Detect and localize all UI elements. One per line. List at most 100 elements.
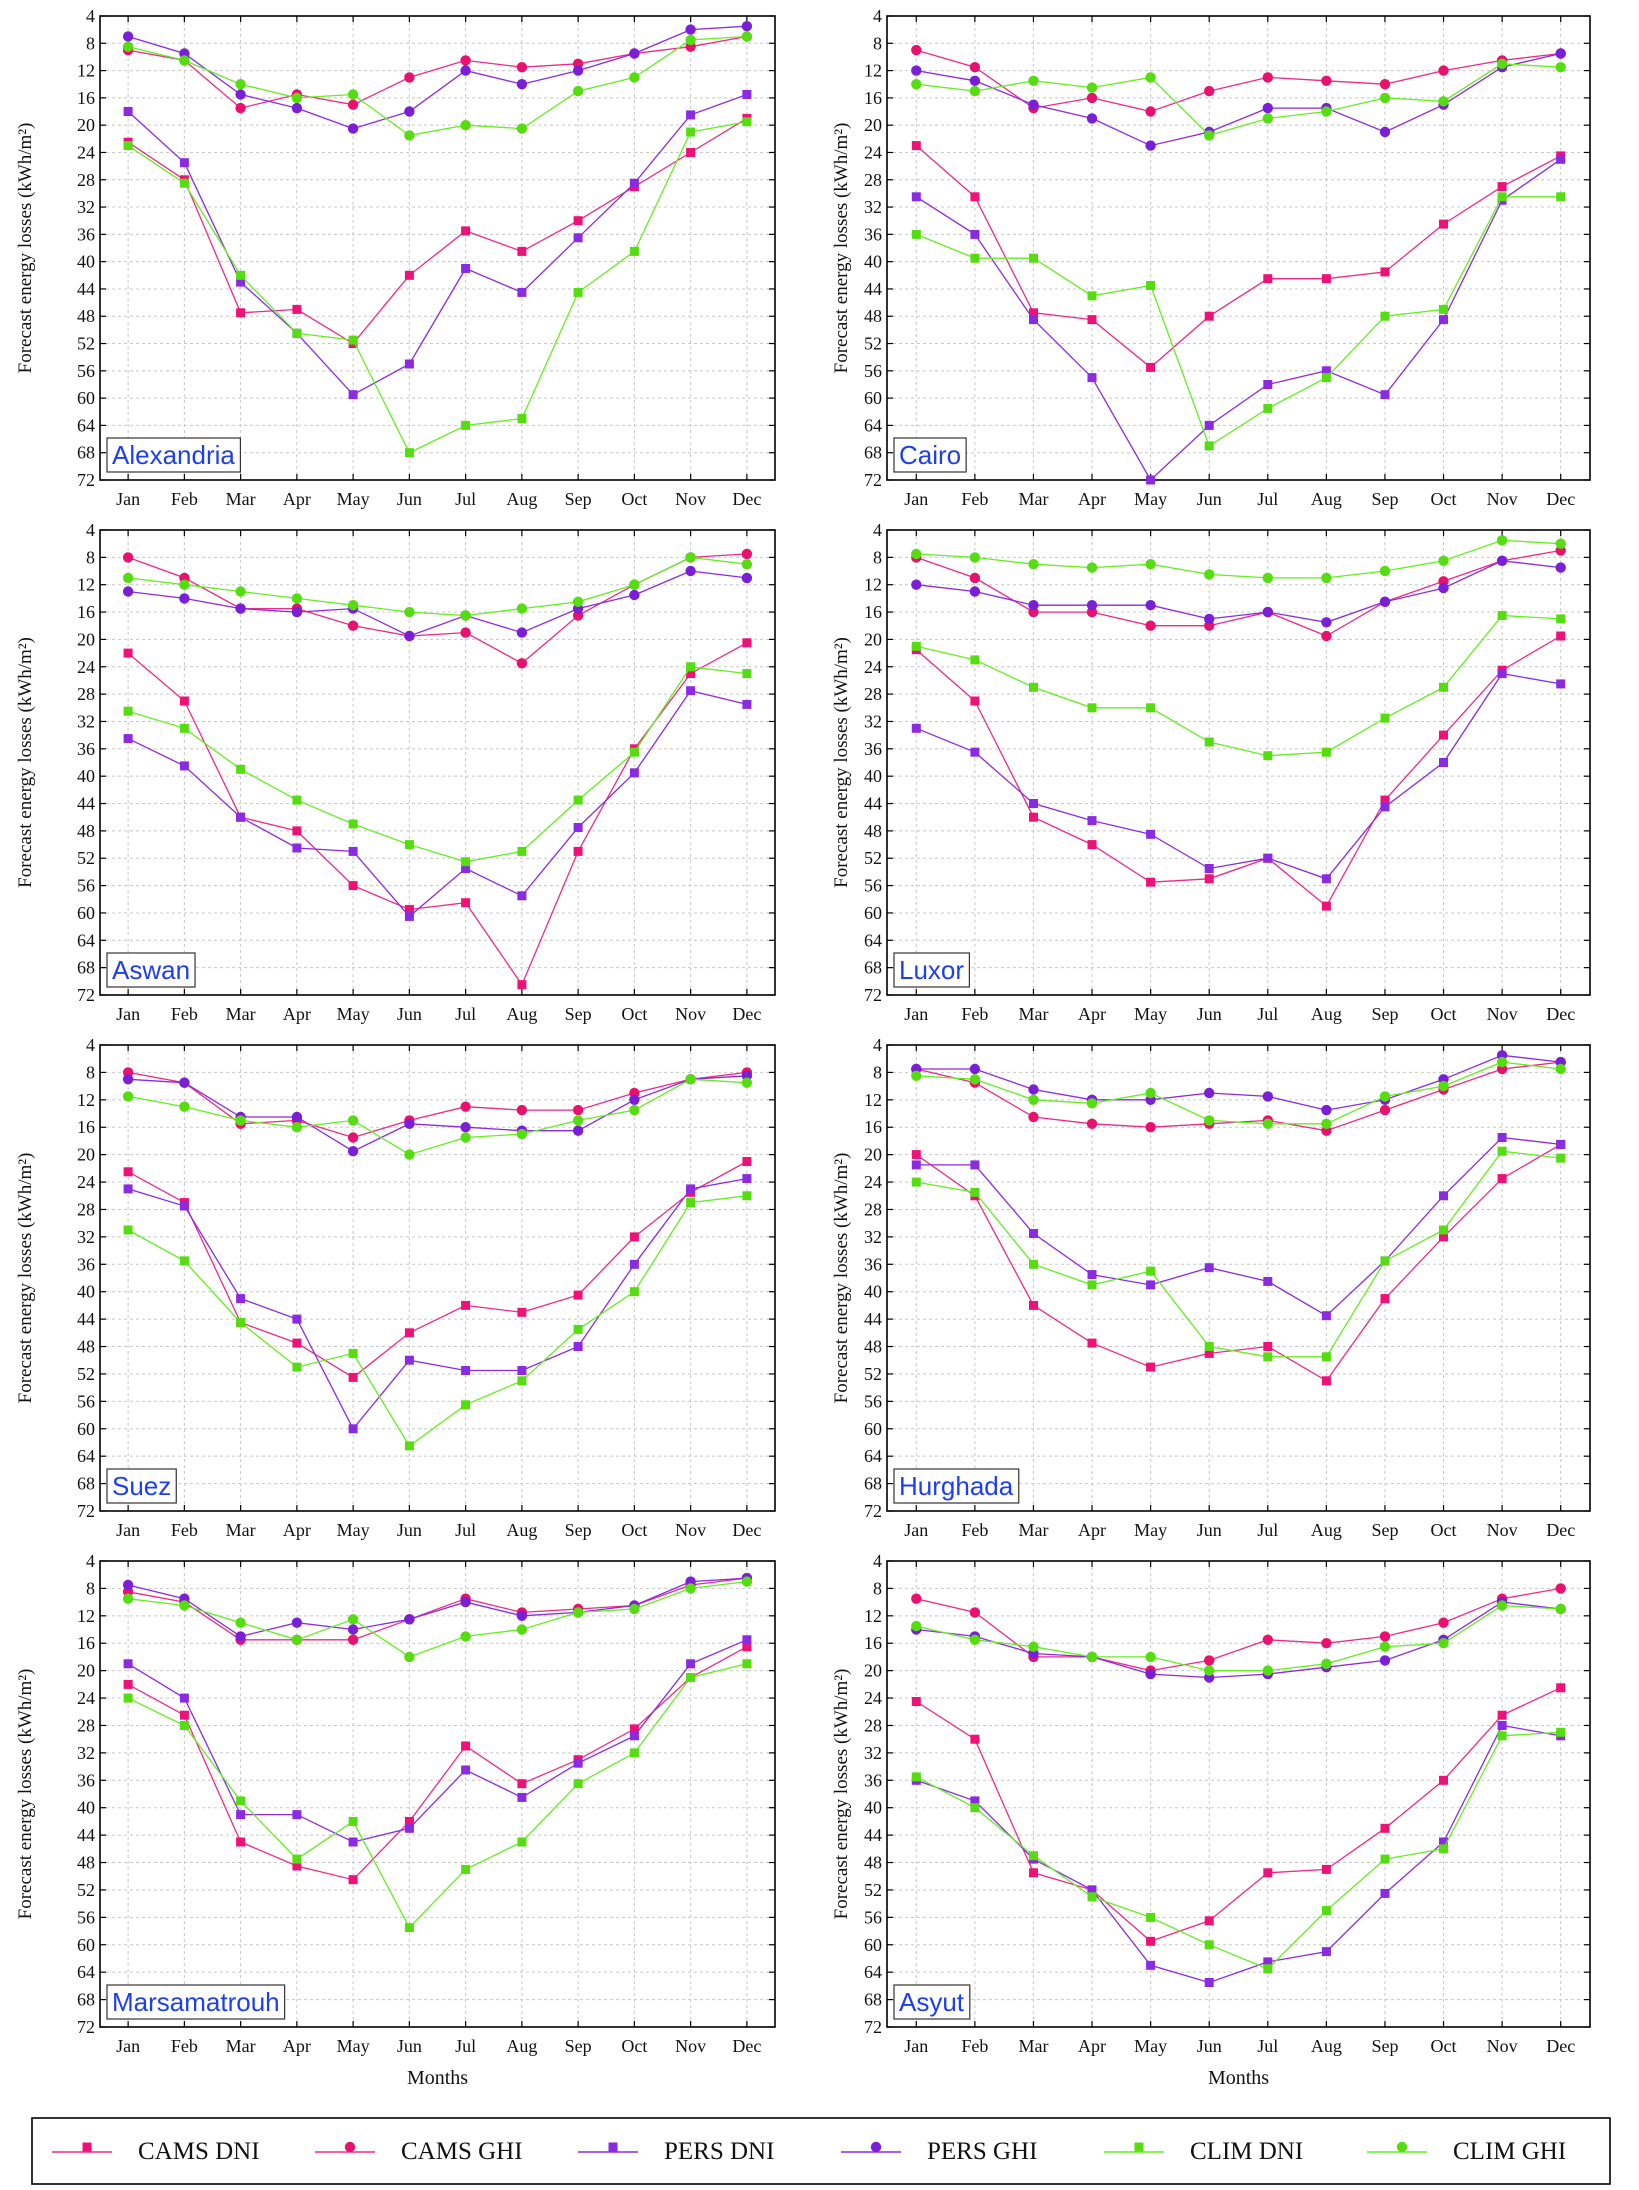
x-tick-label: Nov [1487,489,1518,509]
y-tick-label: 16 [77,88,95,108]
series-clim-ghi [122,1074,753,1160]
data-point-cams-ghi [404,72,415,83]
y-axis-label: Forecast energy losses (kWh/m²) [831,123,852,374]
data-point-pers-dni [1439,1837,1448,1847]
data-point-pers-dni [517,287,527,297]
series-line-pers-dni [127,93,748,396]
data-point-clim-ghi [347,1115,359,1126]
data-point-clim-ghi [1496,58,1508,69]
data-point-clim-ghi [572,596,584,607]
y-tick-label: 72 [77,1501,95,1521]
series-clim-ghi [911,1600,1566,1676]
data-point-clim-dni [1497,1731,1507,1741]
y-tick-label: 32 [77,197,95,217]
y-tick-label: 28 [77,170,95,190]
data-point-cams-dni [348,1372,358,1382]
city-label: Luxor [899,955,964,985]
data-point-clim-dni [123,706,133,716]
data-point-clim-ghi [911,1620,922,1632]
data-point-pers-dni [1556,1139,1566,1149]
y-tick-label: 44 [77,1825,95,1845]
plot-frame [886,529,1591,996]
x-tick-label: Sep [1371,1004,1398,1024]
data-point-pers-dni [404,911,414,921]
y-tick-label: 20 [864,1661,882,1681]
data-point-pers-dni [573,233,583,243]
data-point-cams-dni [348,881,358,891]
data-point-clim-dni [686,1673,696,1682]
data-point-clim-ghi [1321,572,1332,584]
plot-frame [886,1044,1591,1512]
city-label-box [106,952,196,988]
y-tick-label: 56 [77,361,95,381]
data-point-clim-dni [1439,304,1448,314]
x-tick-label: Jul [1257,1004,1278,1024]
x-tick-label: Jun [397,2036,422,2056]
legend-marker [608,2142,618,2152]
y-tick-label: 28 [864,1199,882,1219]
data-point-clim-dni [461,1864,471,1874]
data-point-clim-dni [1029,1851,1038,1861]
y-tick-label: 20 [864,1145,882,1165]
data-point-clim-ghi [291,92,303,104]
y-tick-label: 64 [864,415,882,435]
y-tick-label: 56 [864,1391,882,1411]
x-tick-label: Nov [1487,2036,1518,2056]
data-point-cams-dni [517,980,527,990]
data-point-clim-ghi [1438,96,1449,107]
y-tick-label: 16 [77,1117,95,1137]
series-clim-dni [911,1727,1566,1974]
y-tick-label: 52 [77,334,95,354]
data-point-clim-ghi [1321,106,1332,117]
data-point-pers-ghi [629,589,640,601]
data-point-clim-dni [1439,1225,1448,1235]
data-point-cams-dni [1380,795,1390,805]
y-tick-label: 28 [77,1715,95,1735]
data-point-clim-dni [1263,1964,1273,1974]
data-point-cams-dni [742,638,752,648]
data-point-clim-dni [1263,403,1273,413]
data-point-clim-ghi [741,559,753,570]
y-tick-label: 8 [86,1062,95,1082]
data-point-pers-ghi [291,102,303,114]
data-point-clim-ghi [969,552,981,563]
series-line-cams-dni [915,1143,1562,1382]
data-point-clim-ghi [347,600,359,611]
y-tick-label: 32 [77,1743,95,1763]
data-point-pers-ghi [516,79,528,90]
data-point-cams-dni [1439,730,1448,740]
y-tick-label: 36 [77,1770,95,1790]
y-tick-label: 12 [864,1606,882,1626]
y-tick-label: 60 [864,1935,882,1955]
data-point-clim-ghi [1555,538,1566,549]
data-point-cams-ghi [1379,1104,1391,1116]
data-point-pers-dni [179,158,189,168]
data-point-cams-dni [404,1816,414,1826]
series-line-cams-dni [127,642,748,987]
data-point-pers-ghi [1379,1655,1391,1666]
y-tick-label: 52 [77,1880,95,1900]
x-axis-label: Months [407,2067,468,2089]
x-tick-label: Nov [1487,1520,1518,1540]
data-point-pers-dni [1029,799,1038,808]
data-point-clim-dni [1087,1892,1097,1902]
x-tick-label: Apr [1078,489,1106,509]
x-tick-label: Jun [1197,1520,1222,1540]
city-label-box [893,1468,1020,1504]
x-tick-label: Apr [283,489,311,509]
data-point-cams-ghi [741,548,753,560]
data-point-cams-dni [236,308,246,318]
legend: CAMS DNI CAMS GHI PERS DNI PERS GHI CLIM DNI… [31,2117,1611,2185]
data-point-clim-ghi [1262,1665,1274,1676]
data-point-cams-dni [1029,308,1038,318]
data-point-pers-dni [179,761,189,771]
data-point-pers-dni [1087,816,1097,826]
data-point-clim-ghi [685,34,696,46]
data-point-cams-ghi [1204,1655,1215,1666]
data-point-pers-dni [236,812,246,822]
series-pers-dni [911,669,1566,884]
data-point-clim-ghi [969,85,981,97]
data-point-cams-dni [1087,840,1097,850]
